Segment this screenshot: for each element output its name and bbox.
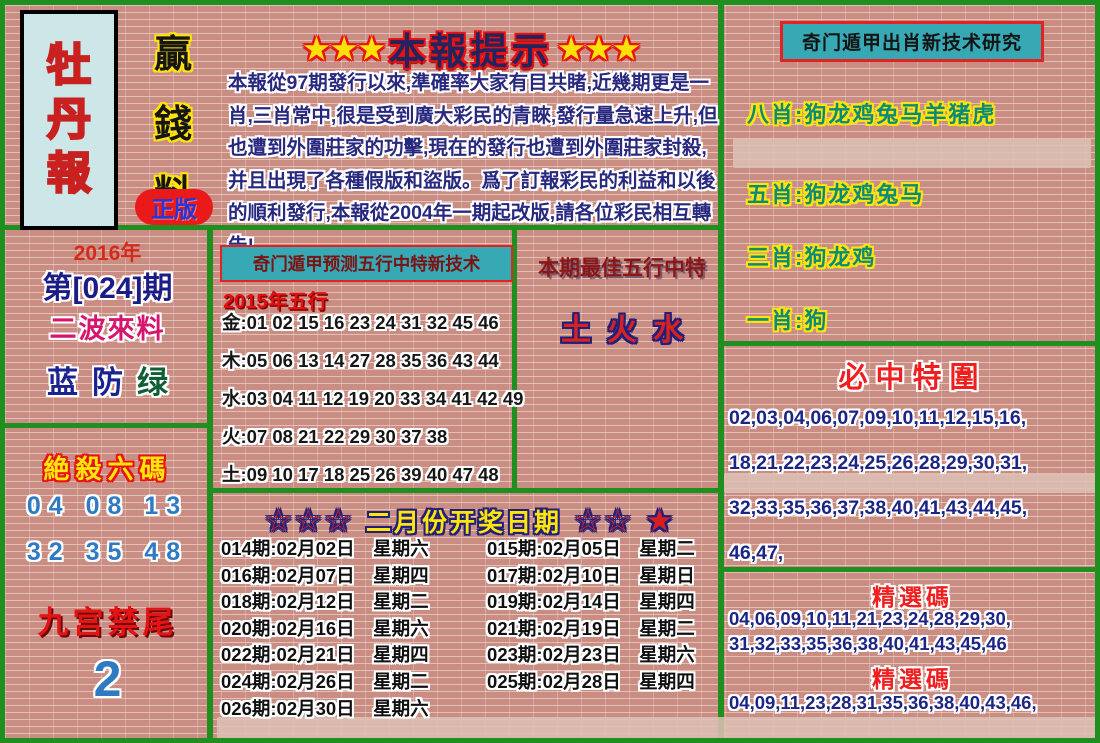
notice-title: 本報提示: [388, 31, 553, 72]
draw-date-entry: 017期:02月10日 星期日: [487, 564, 695, 586]
draw-date-entry: 020期:02月16日 星期六: [221, 617, 429, 639]
zodiac-row-five: 五肖:狗龙鸡兔马: [747, 177, 1095, 209]
draw-dates-title: 二月份开奖日期: [365, 509, 562, 537]
zodiac-row-eight: 八肖:狗龙鸡兔马羊猪虎: [747, 97, 1095, 129]
draw-dates-header: ☆☆☆ 二月份开奖日期 ☆☆ ★: [217, 503, 723, 539]
divider-v-left-column: [207, 225, 213, 738]
wuxing-row-numbers: 03 04 11 12 19 20 33 34 41 42 49: [246, 388, 524, 409]
authentic-badge: 正版: [135, 189, 213, 225]
draw-date-entry: 014期:02月02日 星期六: [221, 538, 429, 559]
selected-codes-title-1: 精選碼: [872, 584, 953, 610]
issue-number: 第[024]期: [42, 272, 173, 305]
draw-date-entry: 022期:02月21日 星期四: [221, 644, 429, 666]
must-hit-line: 02,03,04,06,07,09,10,11,12,15,16,: [729, 407, 1027, 429]
draw-date-entry: 025期:02月28日 星期四: [487, 670, 695, 692]
masthead-title-char: 牡: [46, 41, 93, 90]
draw-date-entry: 023期:02月23日 星期六: [487, 644, 695, 666]
divider-h-right-2: [718, 567, 1095, 572]
zodiac-row-value: 狗: [804, 308, 829, 333]
zodiac-research-header: 奇门遁甲出肖新技术研究: [780, 21, 1044, 62]
wuxing-row-label: 水:: [222, 388, 247, 409]
divider-h-right-1: [718, 341, 1095, 346]
nine-palace-tail-title: 九宫禁尾: [37, 605, 178, 640]
masthead-title-char: 報: [46, 149, 93, 198]
wuxing-row-numbers: 01 02 15 16 23 24 31 32 45 46: [246, 312, 499, 333]
wuxing-row-label: 土:: [222, 464, 247, 485]
draw-date-entry: 024期:02月26日 星期二: [221, 670, 429, 692]
must-hit-title: 必中特圍: [838, 362, 987, 394]
zodiac-row-value: 狗龙鸡兔马: [804, 182, 925, 207]
masthead-title-box: 牡 丹 報: [20, 10, 118, 230]
notice-header: ★★★ 本報提示 ★★★: [218, 21, 723, 75]
selected-codes-line: 31,32,33,35,36,38,40,41,43,45,46: [729, 633, 1007, 654]
divider-h-middle: [207, 488, 723, 493]
wuxing-subtitle: 2015年五行: [223, 291, 328, 313]
nine-palace-tail-value: 2: [93, 651, 122, 707]
hollow-star-icons-left: ☆☆☆: [264, 503, 354, 538]
wuxing-row-water: 水:03 04 11 12 19 20 33 34 41 42 49: [222, 385, 523, 411]
zodiac-row-label: 三肖:: [747, 245, 805, 270]
zodiac-row-value: 狗龙鸡: [804, 245, 877, 270]
masthead-subtitle-char: 錢: [153, 104, 192, 146]
selected-codes-title-2: 精選碼: [872, 666, 953, 692]
wuxing-row-label: 木:: [222, 350, 247, 371]
wuxing-row-fire: 火:07 08 21 22 29 30 37 38: [222, 423, 514, 449]
smudge-bar: [217, 717, 1095, 738]
wuxing-row-label: 金:: [222, 312, 247, 333]
smudge-bar: [724, 473, 1095, 493]
draw-date-entry: 019期:02月14日 星期四: [487, 591, 695, 613]
masthead-subtitle-char: 贏: [153, 34, 192, 76]
zodiac-row-value: 狗龙鸡兔马羊猪虎: [804, 102, 997, 127]
notice-body: 本報從97期發行以來,準確率大家有目共睹,近幾期更是一肖,三肖常中,很是受到廣大…: [228, 72, 718, 257]
wave-char-guard: 防: [92, 365, 123, 400]
wuxing-row-numbers: 07 08 21 22 29 30 37 38: [246, 426, 448, 447]
masthead-title-char: 丹: [46, 95, 93, 144]
must-hit-line: 46,47,: [729, 542, 784, 564]
wave-char-green: 绿: [137, 365, 168, 400]
best-wuxing-header: 本期最佳五行中特: [538, 257, 706, 280]
wuxing-row-numbers: 05 06 13 14 27 28 35 36 43 44: [246, 350, 499, 371]
solid-star-icon-right: ★: [645, 503, 676, 538]
smudge-bar: [733, 138, 1091, 168]
must-hit-line: 18,21,22,23,24,25,26,28,29,30,31,: [729, 452, 1028, 474]
wave-char-blue: 蓝: [47, 365, 78, 400]
zodiac-row-one: 一肖:狗: [747, 303, 1095, 335]
wave-color-tip: 蓝 防 绿: [5, 357, 210, 402]
best-wuxing-value: 土火水: [561, 314, 699, 347]
must-hit-line: 32,33,35,36,37,38,40,41,43,44,45,: [729, 497, 1028, 519]
hollow-star-icons-right: ☆☆: [574, 503, 634, 538]
draw-date-entry: 018期:02月12日 星期二: [221, 591, 429, 613]
zodiac-row-label: 八肖:: [747, 102, 805, 127]
draw-dates-list: 014期:02月02日 星期六 015期:02月05日 星期二 016期:02月…: [221, 536, 723, 722]
star-icons-left: ★★★: [301, 29, 387, 67]
draw-date-entry: 016期:02月07日 星期四: [221, 564, 429, 586]
selected-codes-line: 04,06,09,10,11,21,23,24,28,29,30,: [729, 608, 1011, 629]
must-hit-numbers: 02,03,04,06,07,09,10,11,12,15,16, 18,21,…: [729, 396, 1095, 576]
divider-h-left-mid: [5, 423, 208, 428]
wuxing-row-wood: 木:05 06 13 14 27 28 35 36 43 44: [222, 347, 514, 373]
divider-v-wuxing: [512, 225, 517, 493]
wuxing-row-label: 火:: [222, 426, 247, 447]
divider-v-right-column: [718, 5, 724, 738]
draw-date-entry: 021期:02月19日 星期二: [487, 617, 695, 639]
kill-six-title: 絶殺六碼: [43, 454, 172, 484]
zodiac-row-three: 三肖:狗龙鸡: [747, 240, 1095, 272]
wave-tip-title: 二波來料: [49, 314, 166, 344]
wuxing-row-numbers: 09 10 17 18 25 26 39 40 47 48: [246, 464, 499, 485]
draw-date-entry: 015期:02月05日 星期二: [487, 538, 695, 559]
kill-six-row2: 32 35 48: [26, 538, 189, 566]
star-icons-right: ★★★: [556, 29, 642, 67]
kill-six-row1: 04 08 13: [26, 492, 189, 520]
selected-codes-line: 04,09,11,23,28,31,35,36,38,40,43,46,: [729, 692, 1037, 713]
zodiac-row-label: 五肖:: [747, 182, 805, 207]
draw-date-entry: 026期:02月30日 星期六: [221, 697, 429, 719]
issue-year: 2016年: [73, 242, 142, 265]
wuxing-row-earth: 土:09 10 17 18 25 26 39 40 47 48: [222, 461, 514, 487]
wuxing-row-metal: 金:01 02 15 16 23 24 31 32 45 46: [222, 309, 514, 335]
wuxing-header: 奇门遁甲预测五行中特新技术: [220, 245, 513, 282]
divider-h-top: [5, 225, 721, 230]
zodiac-row-label: 一肖:: [747, 308, 805, 333]
